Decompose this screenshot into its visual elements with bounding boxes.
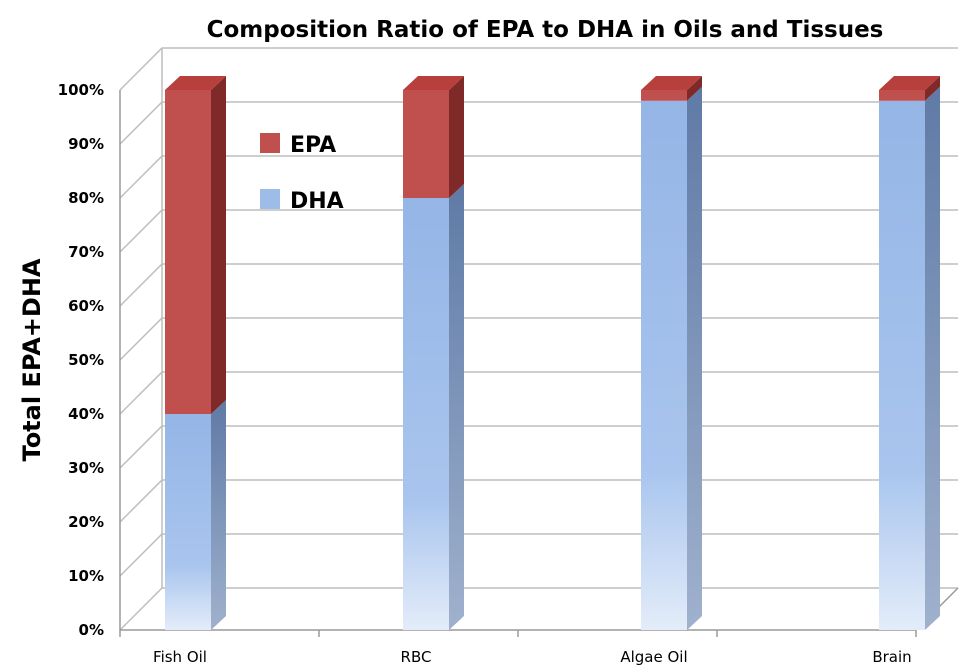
bar-side [449, 184, 464, 630]
gridline [119, 209, 958, 253]
gridline [119, 587, 958, 631]
gridline [119, 101, 958, 145]
bar-segment-epa [165, 76, 226, 414]
bar-side [687, 86, 702, 631]
bar-front [165, 90, 211, 414]
bar-front [403, 198, 449, 630]
x-tick-label: Algae Oil [620, 648, 687, 666]
bar-top [641, 76, 702, 90]
gridline [119, 47, 958, 91]
legend-label: DHA [290, 189, 344, 214]
gridline [119, 479, 958, 523]
bar-segment-dha [403, 184, 464, 630]
bar-side [925, 76, 940, 101]
y-tick-label: 0% [79, 621, 104, 639]
y-tick-label: 90% [68, 135, 104, 153]
gridlines [119, 47, 958, 631]
bar-side [925, 86, 940, 631]
bar-segment-dha [641, 86, 702, 631]
y-tick-label: 40% [68, 405, 104, 423]
legend-item-epa: EPA [260, 133, 336, 158]
bar-front [403, 90, 449, 198]
y-tick-label: 30% [68, 459, 104, 477]
bar-side [687, 76, 702, 101]
bar-front [165, 414, 211, 630]
legend-swatch [260, 133, 280, 153]
bar-top [879, 76, 940, 90]
bar-front [641, 100, 687, 631]
x-tick-label: RBC [401, 648, 432, 666]
bar-front [879, 90, 925, 101]
y-tick-label: 50% [68, 351, 104, 369]
legend: EPA DHA [260, 133, 344, 214]
legend-swatch [260, 189, 280, 209]
bars [165, 76, 940, 631]
bar-top [403, 76, 464, 90]
gridline [119, 317, 958, 361]
y-tick-labels: 0% 10% 20% 30% 40% 50% 60% 70% 80% 90% 100% [58, 81, 104, 639]
bar-side [211, 400, 226, 630]
y-tick-label: 20% [68, 513, 104, 531]
chart-title: Composition Ratio of EPA to DHA in Oils … [207, 17, 884, 43]
legend-label: EPA [290, 133, 336, 158]
gridline [119, 371, 958, 415]
gridline [119, 533, 958, 577]
bar-segment-dha [165, 400, 226, 630]
x-tick-labels: Fish Oil RBC Algae Oil Brain [153, 648, 912, 666]
bar-segment-epa [641, 76, 702, 101]
y-tick-label: 80% [68, 189, 104, 207]
gridline [119, 263, 958, 307]
x-tick-label: Fish Oil [153, 648, 207, 666]
x-tick-label: Brain [872, 648, 911, 666]
bar-segment-dha [879, 86, 940, 631]
gridline [119, 155, 958, 199]
y-tick-label: 100% [58, 81, 104, 99]
y-tick-label: 70% [68, 243, 104, 261]
bar-front [879, 100, 925, 631]
bar-segment-epa [879, 76, 940, 101]
bar-front [641, 90, 687, 101]
y-tick-label: 60% [68, 297, 104, 315]
bar-segment-epa [403, 76, 464, 198]
gridline [119, 425, 958, 469]
bar-side [211, 76, 226, 414]
legend-item-dha: DHA [260, 189, 344, 214]
bar-top [165, 76, 226, 90]
axes [119, 48, 959, 637]
y-axis-label: Total EPA+DHA [18, 258, 46, 461]
y-tick-label: 10% [68, 567, 104, 585]
bar-side [449, 76, 464, 198]
